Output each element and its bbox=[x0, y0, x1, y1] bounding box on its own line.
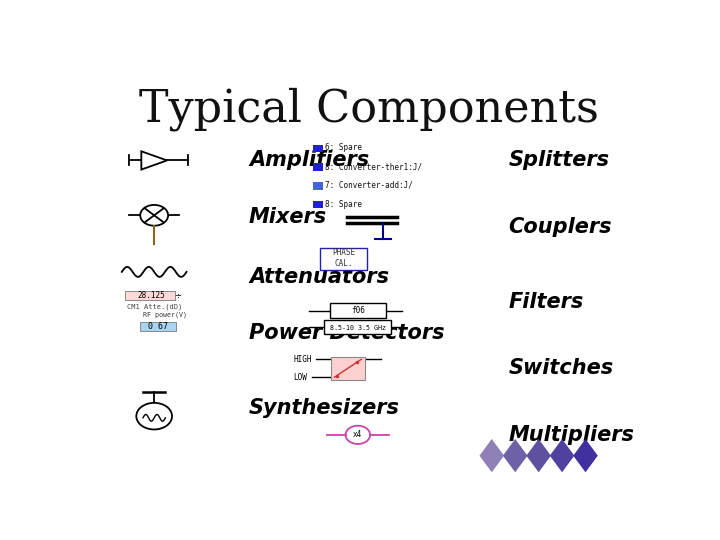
Text: 8.5-10 3.5 GHz: 8.5-10 3.5 GHz bbox=[330, 325, 386, 330]
Bar bbox=[140, 322, 176, 331]
Bar bbox=[313, 201, 323, 208]
Text: Splitters: Splitters bbox=[508, 151, 610, 171]
Bar bbox=[320, 248, 367, 270]
Polygon shape bbox=[550, 439, 575, 472]
Bar bbox=[331, 357, 364, 380]
Text: Mixers: Mixers bbox=[249, 207, 327, 227]
Polygon shape bbox=[141, 151, 167, 170]
Text: ÷: ÷ bbox=[174, 291, 181, 300]
Text: Amplifiers: Amplifiers bbox=[249, 151, 369, 171]
Text: Attenuators: Attenuators bbox=[249, 267, 389, 287]
Circle shape bbox=[140, 205, 168, 226]
Bar bbox=[313, 182, 323, 190]
Text: x4: x4 bbox=[354, 430, 362, 440]
Bar bbox=[324, 320, 392, 334]
Text: Synthesizers: Synthesizers bbox=[249, 398, 400, 418]
Bar bbox=[330, 302, 386, 319]
Text: CM1 Atte.(dD): CM1 Atte.(dD) bbox=[127, 304, 181, 310]
Text: PHASE
CAL.: PHASE CAL. bbox=[333, 248, 356, 268]
Text: LOW: LOW bbox=[294, 373, 307, 382]
Text: 6: Spare: 6: Spare bbox=[325, 144, 362, 152]
Text: HIGH: HIGH bbox=[294, 355, 312, 363]
Text: 0 67: 0 67 bbox=[148, 322, 168, 331]
Text: 8: Converter-ther1:J/: 8: Converter-ther1:J/ bbox=[325, 162, 423, 171]
Text: f06: f06 bbox=[351, 306, 365, 315]
Text: 7: Converter-add:J/: 7: Converter-add:J/ bbox=[325, 181, 413, 190]
Polygon shape bbox=[573, 439, 598, 472]
Bar bbox=[313, 163, 323, 171]
Text: Power Detectors: Power Detectors bbox=[249, 323, 444, 343]
Bar bbox=[125, 291, 176, 300]
Polygon shape bbox=[526, 439, 551, 472]
Text: 8: Spare: 8: Spare bbox=[325, 200, 362, 208]
Text: Typical Components: Typical Components bbox=[139, 87, 599, 131]
Text: 28.125: 28.125 bbox=[138, 291, 166, 300]
Circle shape bbox=[136, 403, 172, 429]
Text: Switches: Switches bbox=[508, 359, 613, 379]
Polygon shape bbox=[503, 439, 528, 472]
Circle shape bbox=[346, 426, 370, 444]
Text: Couplers: Couplers bbox=[508, 217, 612, 237]
Text: Multipliers: Multipliers bbox=[508, 425, 634, 445]
Text: Filters: Filters bbox=[508, 292, 584, 312]
Text: RF power(V): RF power(V) bbox=[143, 312, 187, 319]
Bar bbox=[313, 145, 323, 152]
Polygon shape bbox=[480, 439, 504, 472]
